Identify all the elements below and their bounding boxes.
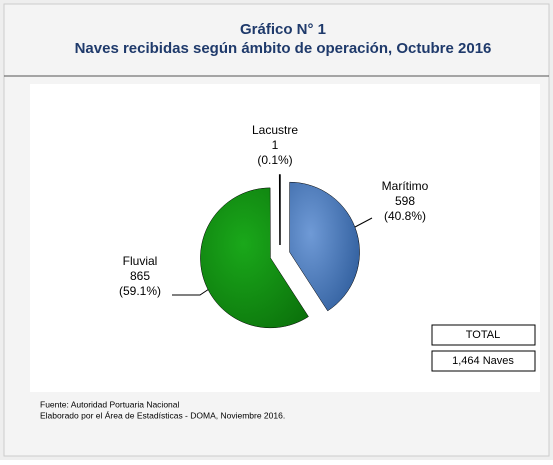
slice-label: Fluvial (123, 254, 158, 268)
slice-label: Marítimo (382, 179, 429, 193)
source: Elaborado por el Área de Estadísticas - … (40, 410, 285, 420)
percent-label: (59.1%) (119, 284, 161, 298)
value-label: 598 (395, 194, 415, 208)
source: Fuente: Autoridad Portuaria Nacional (40, 399, 180, 409)
chart-subtitle: Naves recibidas según ámbito de operació… (75, 40, 492, 57)
percent-label: (0.1%) (257, 153, 292, 167)
value-label: 865 (130, 269, 150, 283)
chart-title: Gráfico N° 1 (240, 21, 326, 38)
value-label: 1 (272, 138, 279, 152)
total-value: 1,464 Naves (452, 355, 514, 367)
percent-label: (40.8%) (384, 209, 426, 223)
slice-label: Lacustre (252, 123, 298, 137)
total-title: TOTAL (466, 329, 500, 341)
